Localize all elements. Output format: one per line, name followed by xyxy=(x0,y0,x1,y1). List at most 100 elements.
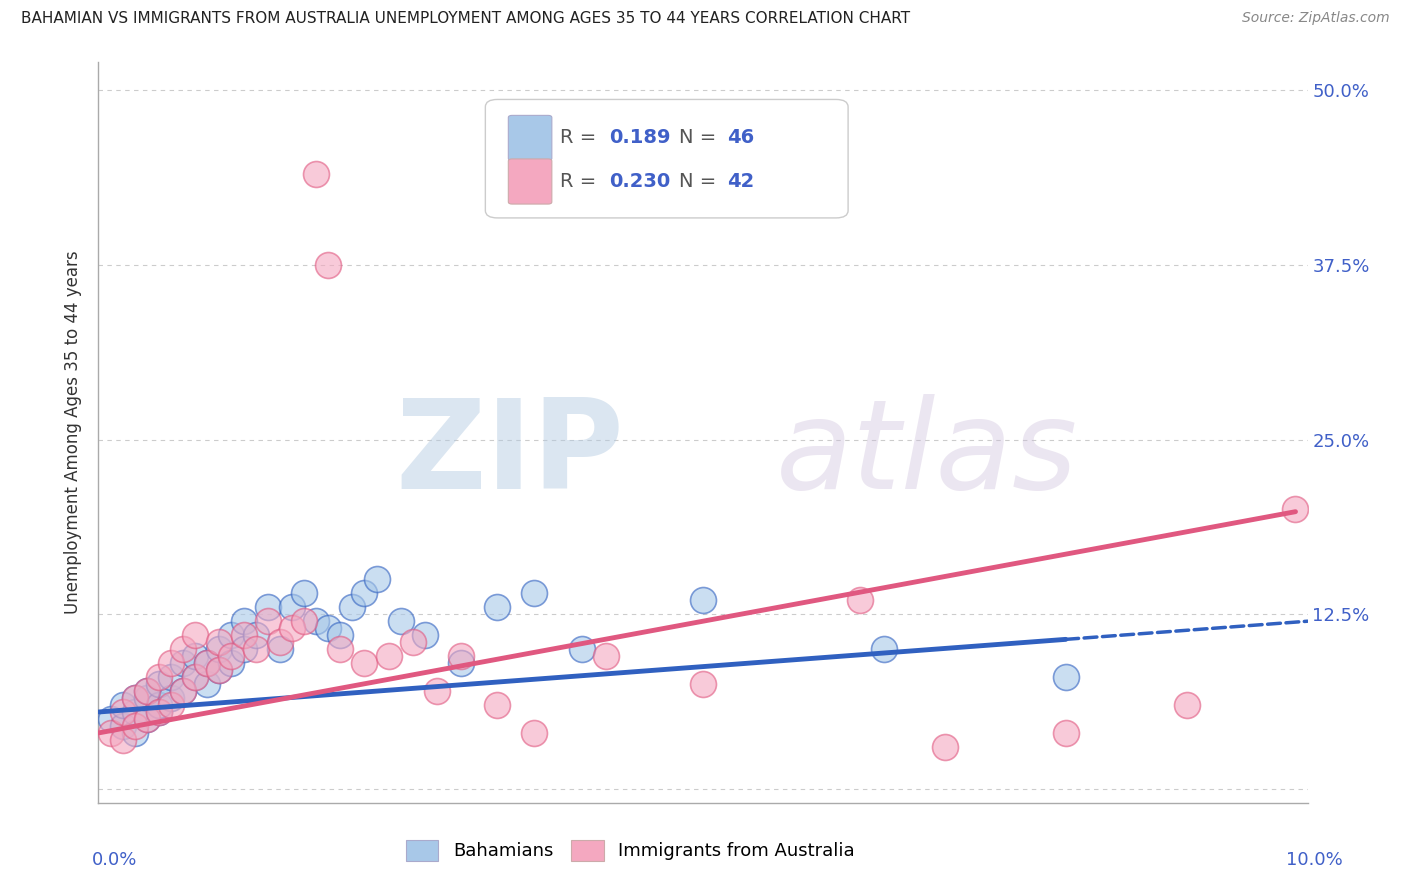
Point xyxy=(124,691,146,706)
Point xyxy=(172,642,194,657)
Point xyxy=(571,642,593,657)
Point xyxy=(111,698,134,712)
Point xyxy=(1054,670,1077,684)
Text: Source: ZipAtlas.com: Source: ZipAtlas.com xyxy=(1241,11,1389,25)
Text: N =: N = xyxy=(679,172,723,191)
Point xyxy=(124,691,146,706)
Point xyxy=(450,649,472,664)
Text: 46: 46 xyxy=(727,128,755,147)
Point xyxy=(353,656,375,670)
Point xyxy=(426,684,449,698)
Point xyxy=(232,642,254,657)
Point xyxy=(111,705,134,719)
Point xyxy=(402,635,425,649)
Point xyxy=(208,663,231,677)
Point xyxy=(148,670,170,684)
Point xyxy=(305,167,328,181)
Point xyxy=(160,698,183,712)
Point xyxy=(692,677,714,691)
Point xyxy=(184,670,207,684)
Point xyxy=(195,677,218,691)
Point xyxy=(148,705,170,719)
Point xyxy=(305,614,328,628)
Point xyxy=(269,642,291,657)
Point xyxy=(934,739,956,754)
Text: R =: R = xyxy=(561,172,603,191)
Point xyxy=(135,712,157,726)
Text: atlas: atlas xyxy=(776,394,1077,516)
Point xyxy=(160,670,183,684)
Point xyxy=(160,691,183,706)
Text: 0.230: 0.230 xyxy=(609,172,669,191)
Text: ZIP: ZIP xyxy=(395,394,624,516)
Text: BAHAMIAN VS IMMIGRANTS FROM AUSTRALIA UNEMPLOYMENT AMONG AGES 35 TO 44 YEARS COR: BAHAMIAN VS IMMIGRANTS FROM AUSTRALIA UN… xyxy=(21,11,910,26)
Point xyxy=(195,656,218,670)
Point xyxy=(135,712,157,726)
Point xyxy=(692,593,714,607)
Point xyxy=(148,705,170,719)
Text: 0.0%: 0.0% xyxy=(91,851,136,869)
Point xyxy=(100,726,122,740)
Point xyxy=(184,649,207,664)
Point xyxy=(111,733,134,747)
Point xyxy=(124,726,146,740)
Point xyxy=(1054,726,1077,740)
Point xyxy=(281,621,304,635)
Legend: Bahamians, Immigrants from Australia: Bahamians, Immigrants from Australia xyxy=(399,832,862,868)
Text: R =: R = xyxy=(561,128,603,147)
Point xyxy=(342,600,364,615)
Point xyxy=(353,586,375,600)
Point xyxy=(172,684,194,698)
Point xyxy=(523,586,546,600)
Point xyxy=(316,258,339,272)
FancyBboxPatch shape xyxy=(485,99,848,218)
Point xyxy=(281,600,304,615)
FancyBboxPatch shape xyxy=(509,115,551,161)
Point xyxy=(135,691,157,706)
Point xyxy=(184,670,207,684)
Point xyxy=(329,642,352,657)
Text: N =: N = xyxy=(679,128,723,147)
Point xyxy=(208,642,231,657)
Point xyxy=(377,649,399,664)
Text: 42: 42 xyxy=(727,172,755,191)
Point xyxy=(389,614,412,628)
Point xyxy=(245,642,267,657)
Point xyxy=(256,600,278,615)
Point xyxy=(232,614,254,628)
Point xyxy=(111,719,134,733)
Point xyxy=(269,635,291,649)
Point xyxy=(366,572,388,586)
Point xyxy=(148,698,170,712)
Point xyxy=(124,719,146,733)
Point xyxy=(135,684,157,698)
Point xyxy=(595,649,617,664)
Point xyxy=(172,684,194,698)
Point xyxy=(148,677,170,691)
Point xyxy=(195,656,218,670)
Point xyxy=(232,628,254,642)
Point xyxy=(208,635,231,649)
Point xyxy=(135,684,157,698)
Point xyxy=(124,705,146,719)
Point xyxy=(1284,502,1306,516)
Point xyxy=(486,600,509,615)
Point xyxy=(316,621,339,635)
Point xyxy=(160,656,183,670)
Point xyxy=(221,628,243,642)
Point xyxy=(100,712,122,726)
Point xyxy=(523,726,546,740)
Text: 10.0%: 10.0% xyxy=(1286,851,1343,869)
Point xyxy=(292,614,315,628)
Text: 0.189: 0.189 xyxy=(609,128,671,147)
Point xyxy=(292,586,315,600)
Point xyxy=(1175,698,1198,712)
Point xyxy=(849,593,872,607)
Y-axis label: Unemployment Among Ages 35 to 44 years: Unemployment Among Ages 35 to 44 years xyxy=(65,251,83,615)
Point xyxy=(256,614,278,628)
Point xyxy=(221,656,243,670)
Point xyxy=(873,642,896,657)
Point xyxy=(329,628,352,642)
Point xyxy=(450,656,472,670)
Point xyxy=(172,656,194,670)
